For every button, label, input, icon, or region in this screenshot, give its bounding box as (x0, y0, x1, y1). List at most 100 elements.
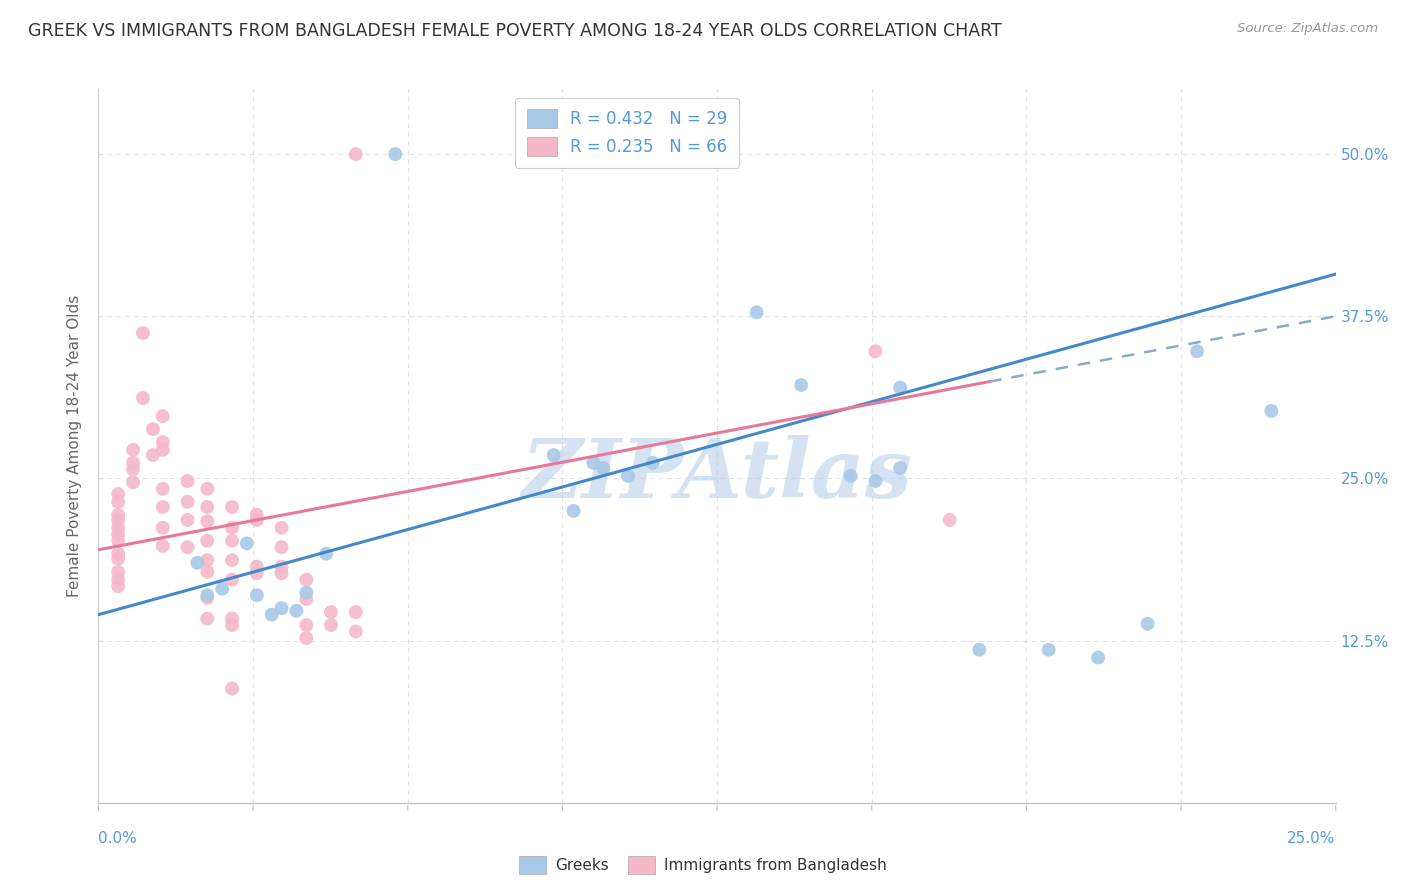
Point (107, 527, 129, 541)
Point (176, 474, 198, 488)
Point (270, 566, 292, 581)
Point (270, 540, 292, 554)
Point (543, 448, 565, 462)
Point (221, 611, 243, 625)
Point (107, 579, 129, 593)
Point (592, 461, 614, 475)
Point (132, 391, 155, 405)
Point (195, 514, 218, 528)
Legend: R = 0.432   N = 29, R = 0.235   N = 66: R = 0.432 N = 29, R = 0.235 N = 66 (515, 97, 740, 168)
Point (344, 624, 367, 639)
Point (195, 591, 218, 605)
Point (195, 553, 218, 567)
Point (142, 448, 165, 462)
Point (344, 605, 367, 619)
Point (107, 533, 129, 548)
Point (1087, 650, 1109, 665)
Point (246, 513, 269, 527)
Point (152, 435, 174, 450)
Point (107, 495, 129, 509)
Point (122, 456, 145, 470)
Point (617, 468, 640, 483)
Point (195, 500, 218, 514)
Text: GREEK VS IMMIGRANTS FROM BANGLADESH FEMALE POVERTY AMONG 18-24 YEAR OLDS CORRELA: GREEK VS IMMIGRANTS FROM BANGLADESH FEMA… (28, 22, 1002, 40)
Point (195, 533, 218, 548)
Point (295, 631, 318, 645)
Point (221, 500, 243, 514)
Text: 0.0%: 0.0% (98, 831, 138, 847)
Point (221, 681, 243, 696)
Point (236, 536, 259, 550)
Point (1038, 642, 1060, 657)
Point (344, 147, 367, 161)
Point (270, 559, 292, 574)
Point (839, 468, 862, 483)
Point (176, 540, 198, 554)
Point (221, 533, 243, 548)
Point (938, 513, 960, 527)
Point (107, 521, 129, 535)
Point (176, 495, 198, 509)
Point (865, 344, 887, 359)
Point (132, 326, 155, 340)
Point (107, 513, 129, 527)
Point (319, 605, 342, 619)
Text: ZIPAtlas: ZIPAtlas (522, 434, 912, 515)
Point (319, 618, 342, 632)
Point (1260, 404, 1282, 418)
Point (1136, 616, 1159, 631)
Point (142, 422, 165, 436)
Point (195, 565, 218, 579)
Point (295, 592, 318, 607)
Point (790, 378, 813, 392)
Point (107, 487, 129, 501)
Point (122, 442, 145, 457)
Point (246, 588, 269, 602)
Point (152, 521, 174, 535)
Point (152, 482, 174, 496)
Point (186, 556, 208, 570)
Point (107, 552, 129, 566)
Point (285, 604, 308, 618)
Point (195, 611, 218, 625)
Point (107, 573, 129, 587)
Point (562, 504, 585, 518)
Point (152, 500, 174, 514)
Point (260, 607, 283, 622)
Point (176, 513, 198, 527)
Point (889, 381, 911, 395)
Point (295, 618, 318, 632)
Point (221, 553, 243, 567)
Point (246, 559, 269, 574)
Point (889, 461, 911, 475)
Point (1185, 344, 1208, 359)
Point (221, 573, 243, 587)
Point (221, 521, 243, 535)
Point (211, 582, 233, 596)
Point (295, 585, 318, 599)
Point (152, 539, 174, 553)
Point (865, 474, 887, 488)
Point (246, 566, 269, 581)
Point (582, 456, 605, 470)
Point (295, 573, 318, 587)
Point (270, 521, 292, 535)
Point (107, 565, 129, 579)
Point (384, 147, 406, 161)
Text: 25.0%: 25.0% (1288, 831, 1336, 847)
Point (122, 462, 145, 476)
Text: Source: ZipAtlas.com: Source: ZipAtlas.com (1237, 22, 1378, 36)
Point (107, 508, 129, 522)
Legend: Greeks, Immigrants from Bangladesh: Greeks, Immigrants from Bangladesh (513, 850, 893, 880)
Point (246, 508, 269, 522)
Point (315, 547, 337, 561)
Point (195, 588, 218, 602)
Y-axis label: Female Poverty Among 18-24 Year Olds: Female Poverty Among 18-24 Year Olds (67, 295, 83, 597)
Point (122, 475, 145, 490)
Point (270, 601, 292, 615)
Point (641, 456, 664, 470)
Point (221, 618, 243, 632)
Point (152, 409, 174, 424)
Point (969, 642, 991, 657)
Point (107, 547, 129, 561)
